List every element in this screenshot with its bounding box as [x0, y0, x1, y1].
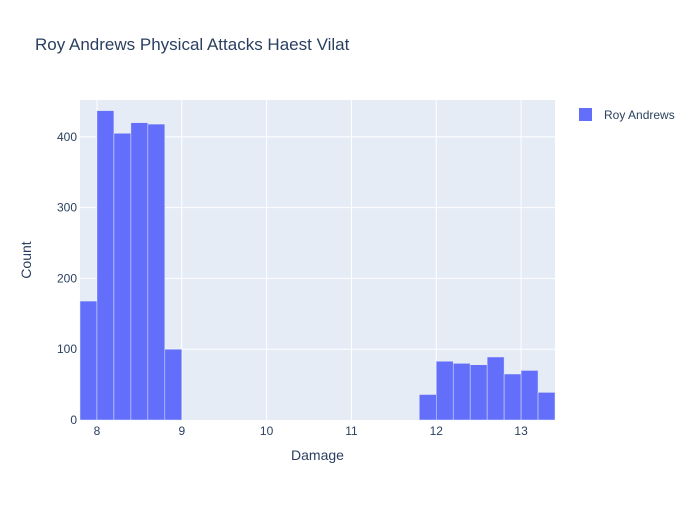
- x-tick-label: 10: [260, 424, 274, 438]
- histogram-bar[interactable]: [419, 394, 437, 421]
- y-tick-label: 300: [57, 201, 77, 215]
- bars: [79, 110, 556, 421]
- y-tick-label: 100: [57, 342, 77, 356]
- histogram-bar[interactable]: [436, 360, 454, 421]
- y-axis-ticks: 0 100 200 300 400: [57, 130, 77, 427]
- y-tick-label: 200: [57, 271, 77, 285]
- y-tick-label: 0: [70, 413, 77, 427]
- x-tick-label: 13: [514, 424, 528, 438]
- histogram-bar[interactable]: [164, 348, 183, 421]
- x-axis-ticks: 8 9 10 11 12 13: [94, 424, 528, 438]
- histogram-bar[interactable]: [452, 363, 471, 421]
- x-tick-label: 8: [94, 424, 101, 438]
- histogram-bar[interactable]: [503, 373, 522, 421]
- chart-title: Roy Andrews Physical Attacks Haest Vilat: [35, 35, 350, 54]
- histogram-bar[interactable]: [520, 370, 539, 421]
- histogram-bar[interactable]: [96, 110, 115, 421]
- histogram-bar[interactable]: [469, 364, 488, 421]
- histogram-bar[interactable]: [486, 356, 505, 421]
- legend-label[interactable]: Roy Andrews: [604, 108, 675, 122]
- x-tick-label: 11: [345, 424, 358, 438]
- histogram-bar[interactable]: [113, 133, 132, 421]
- y-axis-title: Count: [18, 241, 34, 278]
- x-tick-label: 12: [430, 424, 444, 438]
- legend[interactable]: Roy Andrews: [579, 108, 675, 122]
- histogram-bar[interactable]: [130, 122, 149, 421]
- histogram-bar[interactable]: [79, 300, 98, 421]
- x-tick-label: 9: [178, 424, 185, 438]
- histogram-bar[interactable]: [537, 392, 556, 421]
- histogram-bar[interactable]: [147, 123, 166, 421]
- legend-swatch[interactable]: [579, 108, 592, 121]
- x-axis-title: Damage: [291, 447, 344, 463]
- y-tick-label: 400: [57, 130, 77, 144]
